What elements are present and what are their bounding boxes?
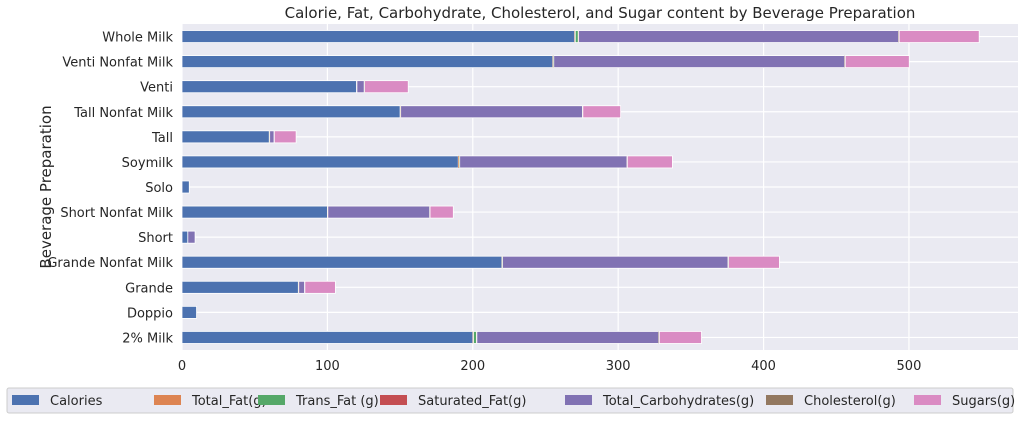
bar-segment <box>298 280 305 294</box>
bar-segment <box>181 305 197 319</box>
y-tick-label: Whole Milk <box>102 31 173 46</box>
bars-layer <box>181 30 980 344</box>
legend-label: Trans_Fat (g) <box>295 394 379 409</box>
bar-segment <box>181 155 459 169</box>
bar-segment <box>459 155 628 169</box>
y-tick-label: Soymilk <box>122 156 174 171</box>
y-tick-label: Venti Nonfat Milk <box>62 56 173 71</box>
bar-segment <box>364 80 409 94</box>
legend-box <box>6 387 1014 414</box>
y-tick-label: Grande <box>125 281 173 296</box>
legend-swatch <box>565 395 592 405</box>
bar-segment <box>473 331 477 344</box>
y-tick-label: Tall Nonfat Milk <box>73 106 173 121</box>
bar-segment <box>181 230 189 244</box>
legend-label: Sugars(g) <box>952 394 1015 409</box>
x-tick-label: 300 <box>606 359 631 374</box>
bar-segment <box>181 55 554 69</box>
bar-segment <box>181 280 299 294</box>
y-tick-label: Venti <box>140 81 173 96</box>
bar-segment <box>582 105 622 119</box>
bar-segment <box>578 30 899 43</box>
legend-swatch <box>914 395 941 405</box>
legend-label: Saturated_Fat(g) <box>418 394 526 409</box>
bar-segment <box>327 205 431 219</box>
bar-segment <box>552 55 554 68</box>
y-tick-label: Tall <box>151 131 173 146</box>
x-tick-label: 100 <box>315 359 340 374</box>
bar-segment <box>187 230 196 244</box>
bar-segment <box>898 30 980 43</box>
x-tick-labels: 0 100 200 300 400 500 <box>178 359 922 374</box>
legend-swatch <box>258 395 285 405</box>
x-tick-label: 400 <box>751 359 776 374</box>
bar-segment <box>844 55 910 69</box>
legend-swatch <box>12 395 39 405</box>
y-tick-label: Grande Nonfat Milk <box>47 256 173 271</box>
bar-segment <box>458 155 460 168</box>
bar-segment <box>458 155 459 168</box>
x-tick-label: 500 <box>897 359 922 374</box>
legend-label: Cholesterol(g) <box>804 394 896 409</box>
y-tick-label: Short <box>138 231 173 246</box>
bar-segment <box>574 30 579 43</box>
bar-segment <box>476 331 659 344</box>
legend-label: Total_Fat(g) <box>191 394 267 409</box>
y-tick-label: Solo <box>145 181 173 196</box>
y-tick-label: 2% Milk <box>122 331 173 346</box>
legend: Calories Total_Fat(g) Trans_Fat (g) Saturat… <box>12 394 1015 409</box>
bar-segment <box>181 205 328 219</box>
bar-segment <box>181 105 401 119</box>
bar-segment <box>658 331 702 344</box>
bar-segment <box>356 80 365 94</box>
y-tick-label: Short Nonfat Milk <box>60 206 173 221</box>
legend-label: Calories <box>50 394 103 409</box>
legend-swatch <box>380 395 407 405</box>
legend-swatch <box>766 395 793 405</box>
bar-segment <box>181 80 357 94</box>
bar-segment <box>553 55 845 69</box>
bar-segment <box>181 331 474 344</box>
legend-swatch <box>154 395 181 405</box>
bar-segment <box>429 205 454 219</box>
bar-segment <box>181 30 575 43</box>
bar-segment <box>273 130 297 144</box>
y-tick-label: Doppio <box>127 306 173 321</box>
bar-segment <box>269 130 275 144</box>
bar-segment <box>400 105 583 119</box>
bar-segment <box>181 255 503 269</box>
bar-segment <box>626 155 673 169</box>
bar-segment <box>728 255 780 269</box>
bar-segment <box>181 130 270 144</box>
x-tick-label: 0 <box>178 359 186 374</box>
bar-segment <box>304 280 336 294</box>
chart-title: Calorie, Fat, Carbohydrate, Cholesterol,… <box>285 4 916 22</box>
x-tick-label: 200 <box>460 359 485 374</box>
y-axis-title: Beverage Preparation <box>37 105 55 268</box>
bar-segment <box>181 180 190 194</box>
legend-label: Total_Carbohydrates(g) <box>602 394 754 409</box>
bar-segment <box>502 255 729 269</box>
y-tick-labels: Whole Milk Venti Nonfat Milk Venti Tall Non… <box>47 31 173 347</box>
